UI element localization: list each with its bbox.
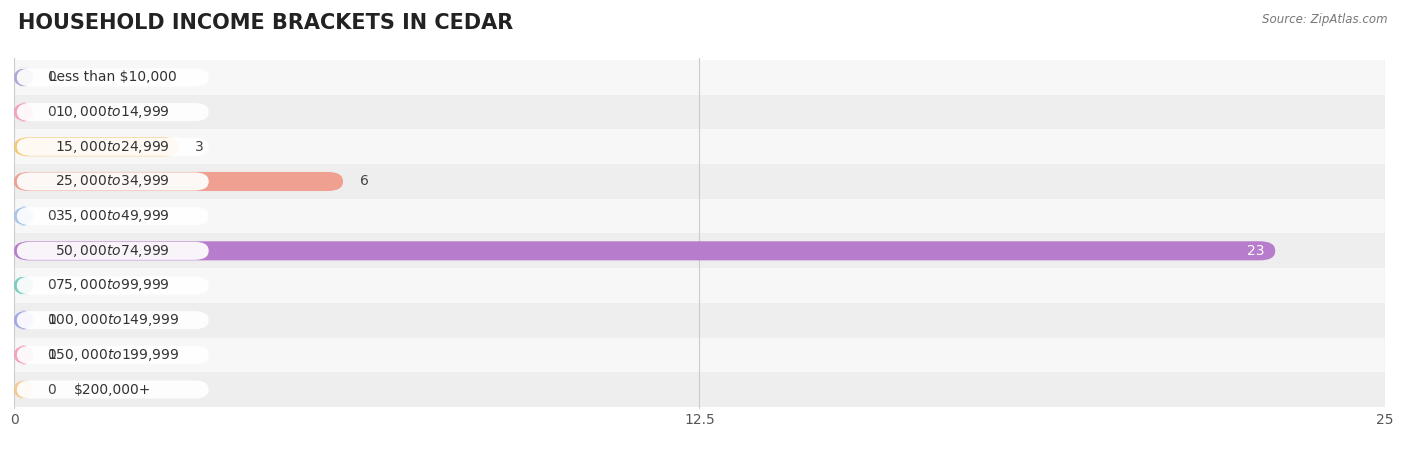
- FancyBboxPatch shape: [17, 242, 208, 260]
- FancyBboxPatch shape: [17, 207, 208, 225]
- Text: 0: 0: [46, 278, 56, 292]
- Text: 0: 0: [46, 383, 56, 396]
- FancyBboxPatch shape: [14, 380, 34, 399]
- FancyBboxPatch shape: [14, 95, 1385, 129]
- Text: $50,000 to $74,999: $50,000 to $74,999: [55, 243, 170, 259]
- Text: 0: 0: [46, 348, 56, 362]
- FancyBboxPatch shape: [14, 338, 1385, 372]
- FancyBboxPatch shape: [14, 345, 34, 365]
- FancyBboxPatch shape: [14, 233, 1385, 268]
- Text: 0: 0: [46, 209, 56, 223]
- FancyBboxPatch shape: [14, 68, 34, 87]
- FancyBboxPatch shape: [14, 199, 1385, 233]
- FancyBboxPatch shape: [17, 103, 208, 121]
- Text: $10,000 to $14,999: $10,000 to $14,999: [55, 104, 170, 120]
- FancyBboxPatch shape: [14, 137, 179, 156]
- FancyBboxPatch shape: [14, 311, 34, 330]
- Text: $100,000 to $149,999: $100,000 to $149,999: [46, 312, 179, 328]
- Text: HOUSEHOLD INCOME BRACKETS IN CEDAR: HOUSEHOLD INCOME BRACKETS IN CEDAR: [18, 13, 513, 34]
- Text: $15,000 to $24,999: $15,000 to $24,999: [55, 139, 170, 155]
- FancyBboxPatch shape: [14, 268, 1385, 303]
- FancyBboxPatch shape: [14, 60, 1385, 95]
- FancyBboxPatch shape: [14, 129, 1385, 164]
- FancyBboxPatch shape: [14, 102, 34, 122]
- FancyBboxPatch shape: [14, 164, 1385, 199]
- FancyBboxPatch shape: [17, 380, 208, 399]
- Text: $25,000 to $34,999: $25,000 to $34,999: [55, 173, 170, 189]
- Text: $35,000 to $49,999: $35,000 to $49,999: [55, 208, 170, 224]
- Text: 6: 6: [360, 175, 368, 189]
- Text: 0: 0: [46, 313, 56, 327]
- Text: 0: 0: [46, 105, 56, 119]
- FancyBboxPatch shape: [14, 207, 34, 226]
- FancyBboxPatch shape: [14, 276, 34, 295]
- Text: Less than $10,000: Less than $10,000: [49, 70, 177, 84]
- Text: $200,000+: $200,000+: [75, 383, 152, 396]
- Text: Source: ZipAtlas.com: Source: ZipAtlas.com: [1263, 13, 1388, 26]
- FancyBboxPatch shape: [17, 138, 208, 156]
- Text: $150,000 to $199,999: $150,000 to $199,999: [46, 347, 179, 363]
- Text: 3: 3: [195, 140, 204, 154]
- FancyBboxPatch shape: [14, 303, 1385, 338]
- FancyBboxPatch shape: [17, 277, 208, 295]
- FancyBboxPatch shape: [14, 372, 1385, 407]
- FancyBboxPatch shape: [17, 68, 208, 87]
- FancyBboxPatch shape: [17, 346, 208, 364]
- Text: 0: 0: [46, 70, 56, 84]
- Text: $75,000 to $99,999: $75,000 to $99,999: [55, 277, 170, 294]
- FancyBboxPatch shape: [17, 172, 208, 190]
- Text: 23: 23: [1247, 244, 1264, 258]
- FancyBboxPatch shape: [14, 172, 343, 191]
- FancyBboxPatch shape: [17, 311, 208, 329]
- FancyBboxPatch shape: [14, 241, 1275, 260]
